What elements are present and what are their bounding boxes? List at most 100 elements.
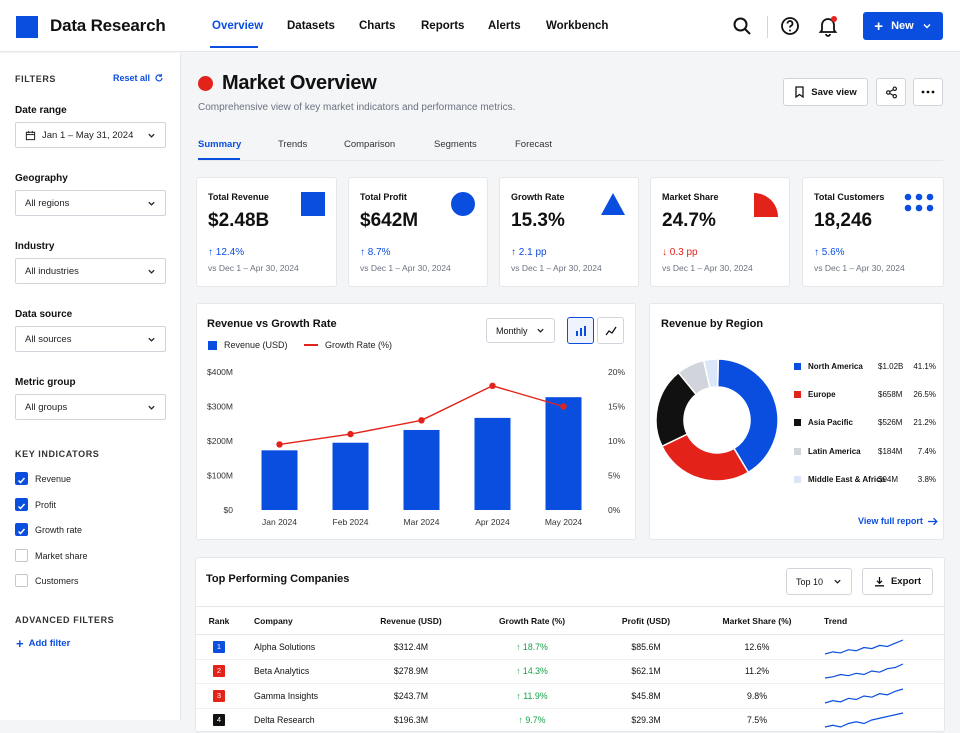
trend-cell xyxy=(816,659,944,684)
tab-summary[interactable]: Summary xyxy=(198,139,242,150)
legend-swatch xyxy=(794,391,801,399)
period-select[interactable]: Monthly xyxy=(486,318,555,343)
geography-select[interactable]: All regions xyxy=(15,190,166,216)
kpi-change-value: 5.6% xyxy=(821,247,845,258)
region-value: $658M xyxy=(878,390,903,400)
growth-rate-point xyxy=(560,403,567,410)
growth-cell: ↑ 14.3% xyxy=(470,659,594,684)
more-options-button[interactable] xyxy=(913,78,943,106)
legend-swatch xyxy=(794,419,801,427)
top-n-value: Top 10 xyxy=(796,576,824,587)
metric-group-select[interactable]: All groups xyxy=(15,394,166,420)
legend-swatch xyxy=(304,344,318,346)
more-icon xyxy=(921,90,935,94)
region-legend-row: North America $1.02B 41.1% xyxy=(794,361,944,373)
bell-icon[interactable] xyxy=(816,14,840,38)
region-legend-row: Asia Pacific $526M 21.2% xyxy=(794,417,944,429)
geography-value: All regions xyxy=(25,197,70,209)
share-icon xyxy=(885,86,897,98)
new-button[interactable]: + New xyxy=(863,12,943,40)
rank-badge: 1 xyxy=(213,640,225,653)
kpi-period: vs Dec 1 – Apr 30, 2024 xyxy=(360,263,451,273)
tab-forecast[interactable]: Forecast xyxy=(515,139,552,150)
tab-trends[interactable]: Trends xyxy=(278,139,308,150)
date-range-select[interactable]: Jan 1 – May 31, 2024 xyxy=(15,122,166,148)
data-source-title: Data source xyxy=(15,309,73,320)
nav-overview[interactable]: Overview xyxy=(212,20,264,32)
revenue-cell: $196.3M xyxy=(352,708,470,733)
x-axis-tick: Feb 2024 xyxy=(333,517,369,527)
region-percent: 3.8% xyxy=(917,474,936,484)
growth-cell: ↑ 9.7% xyxy=(470,708,594,733)
donut-slice xyxy=(702,358,719,389)
company-cell: Beta Analytics xyxy=(242,659,352,684)
search-icon[interactable] xyxy=(730,14,754,38)
circle-icon xyxy=(451,192,475,216)
nav-workbench[interactable]: Workbench xyxy=(546,20,609,32)
sparkline-line xyxy=(824,663,904,679)
new-button-label: New xyxy=(891,20,914,32)
top-n-select[interactable]: Top 10 xyxy=(786,568,852,595)
save-view-button[interactable]: Save view xyxy=(783,78,868,106)
table-row[interactable]: 4 Delta Research $196.3M ↑ 9.7% $29.3M 7.5% xyxy=(196,708,944,733)
data-source-select[interactable]: All sources xyxy=(15,326,166,352)
region-name: Middle East & Africa xyxy=(808,474,886,484)
col-profit: Profit (USD) xyxy=(594,606,698,635)
check-icon xyxy=(17,528,26,535)
line-chart-icon xyxy=(604,326,617,335)
profit-cell: $85.6M xyxy=(594,634,698,660)
legend-swatch xyxy=(794,447,801,455)
chevron-down-icon xyxy=(834,579,841,584)
nav-alerts[interactable]: Alerts xyxy=(488,20,521,32)
profit-cell: $45.8M xyxy=(594,683,698,709)
table-row[interactable]: 1 Alpha Solutions $312.4M ↑ 18.7% $85.6M 12.6… xyxy=(196,634,944,660)
checkbox-customers[interactable] xyxy=(15,574,28,587)
trend-sparkline xyxy=(824,639,904,655)
region-legend-row: Europe $658M 26.5% xyxy=(794,389,944,401)
share-button[interactable] xyxy=(876,78,906,106)
checkbox-growth-rate[interactable] xyxy=(15,523,28,536)
growth-value: ↑ 11.9% xyxy=(516,690,548,701)
line-chart-toggle[interactable] xyxy=(597,317,624,344)
nav-charts[interactable]: Charts xyxy=(359,20,396,32)
growth-cell: ↑ 18.7% xyxy=(470,634,594,660)
add-filter-label: Add filter xyxy=(28,638,71,649)
bar-chart-toggle[interactable] xyxy=(567,317,594,344)
rank-badge: 4 xyxy=(213,714,225,727)
view-full-report-link[interactable]: View full report xyxy=(858,516,938,526)
growth-value: ↑ 14.3% xyxy=(516,666,548,677)
trend-cell xyxy=(816,708,944,733)
table-row[interactable]: 2 Beta Analytics $278.9M ↑ 14.3% $62.1M 11.2% xyxy=(196,659,944,684)
region-percent: 21.2% xyxy=(913,418,936,428)
tab-segments[interactable]: Segments xyxy=(434,139,477,150)
y-axis-tick-right: 15% xyxy=(608,402,625,412)
kpi-change-value: 0.3 pp xyxy=(669,247,698,258)
checkbox-market-share[interactable] xyxy=(15,549,28,562)
nav-datasets[interactable]: Datasets xyxy=(287,20,335,32)
add-filter-button[interactable]: + Add filter xyxy=(16,637,70,650)
region-percent: 7.4% xyxy=(917,446,936,456)
advanced-filters-heading: ADVANCED FILTERS xyxy=(15,615,115,625)
col-trend: Trend xyxy=(816,606,944,635)
x-axis-tick: Mar 2024 xyxy=(404,517,440,527)
region-value: $526M xyxy=(878,418,903,428)
profit-cell: $29.3M xyxy=(594,708,698,733)
checkbox-profit[interactable] xyxy=(15,498,28,511)
industry-select[interactable]: All industries xyxy=(15,258,166,284)
geography-title: Geography xyxy=(15,173,68,184)
donut-slice xyxy=(660,433,750,482)
region-donut-chart xyxy=(655,358,779,482)
metric-group-value: All groups xyxy=(25,401,68,413)
y-axis-tick-left: $300M xyxy=(207,402,233,412)
nav-reports[interactable]: Reports xyxy=(421,20,465,32)
export-button[interactable]: Export xyxy=(862,568,933,595)
kpi-change: ↑ 12.4% xyxy=(208,247,244,258)
tab-comparison[interactable]: Comparison xyxy=(344,139,396,150)
rank-badge: 2 xyxy=(213,665,225,678)
checkbox-revenue[interactable] xyxy=(15,472,28,485)
kpi-value: $642M xyxy=(360,210,419,231)
reset-all-button[interactable]: Reset all xyxy=(113,73,164,83)
table-row[interactable]: 3 Gamma Insights $243.7M ↑ 11.9% $45.8M 9.8% xyxy=(196,683,944,709)
view-full-report-label: View full report xyxy=(858,516,923,526)
help-icon[interactable] xyxy=(778,14,802,38)
